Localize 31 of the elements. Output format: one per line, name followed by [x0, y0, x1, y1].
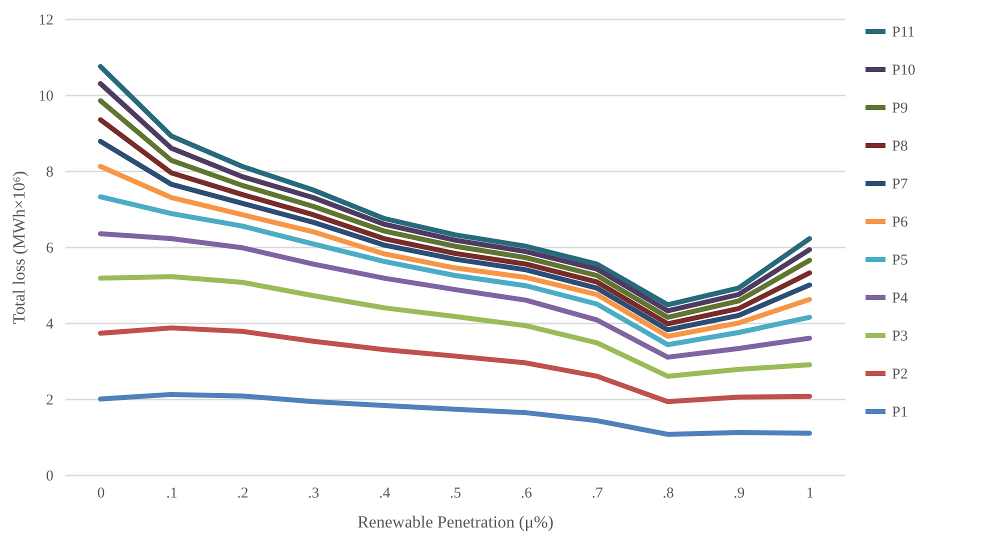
y-axis-title: Total loss (MWh×10⁶) [10, 170, 28, 324]
x-tick-label: .3 [308, 486, 320, 502]
x-tick-label: 1 [806, 486, 814, 502]
y-tick-label: 0 [46, 468, 54, 484]
legend-label: P10 [892, 62, 916, 78]
x-tick-label: .2 [237, 486, 248, 502]
y-tick-label: 2 [46, 392, 54, 408]
legend-label: P8 [892, 138, 908, 154]
x-tick-label: .5 [450, 486, 462, 502]
y-tick-label: 8 [46, 164, 54, 180]
x-tick-label: 0 [97, 486, 105, 502]
x-tick-label: .9 [734, 486, 745, 502]
x-tick-label: .6 [520, 486, 533, 502]
legend-label: P6 [892, 214, 908, 230]
legend-label: P11 [892, 24, 915, 40]
y-tick-label: 10 [38, 88, 54, 104]
x-tick-label: .4 [378, 486, 391, 502]
legend-label: P9 [892, 100, 908, 116]
y-tick-label: 6 [46, 240, 54, 256]
legend-label: P1 [892, 404, 908, 420]
y-tick-label: 12 [38, 12, 54, 28]
legend-label: P5 [892, 252, 908, 268]
x-axis-title: Renewable Penetration (μ%) [357, 512, 554, 532]
x-tick-label: .8 [662, 486, 674, 502]
legend-label: P2 [892, 366, 908, 382]
y-tick-label: 4 [46, 316, 54, 332]
legend-label: P3 [892, 328, 908, 344]
x-tick-label: .7 [592, 486, 604, 502]
legend-label: P7 [892, 176, 908, 192]
legend-label: P4 [892, 290, 908, 306]
x-tick-label: .1 [166, 486, 178, 502]
